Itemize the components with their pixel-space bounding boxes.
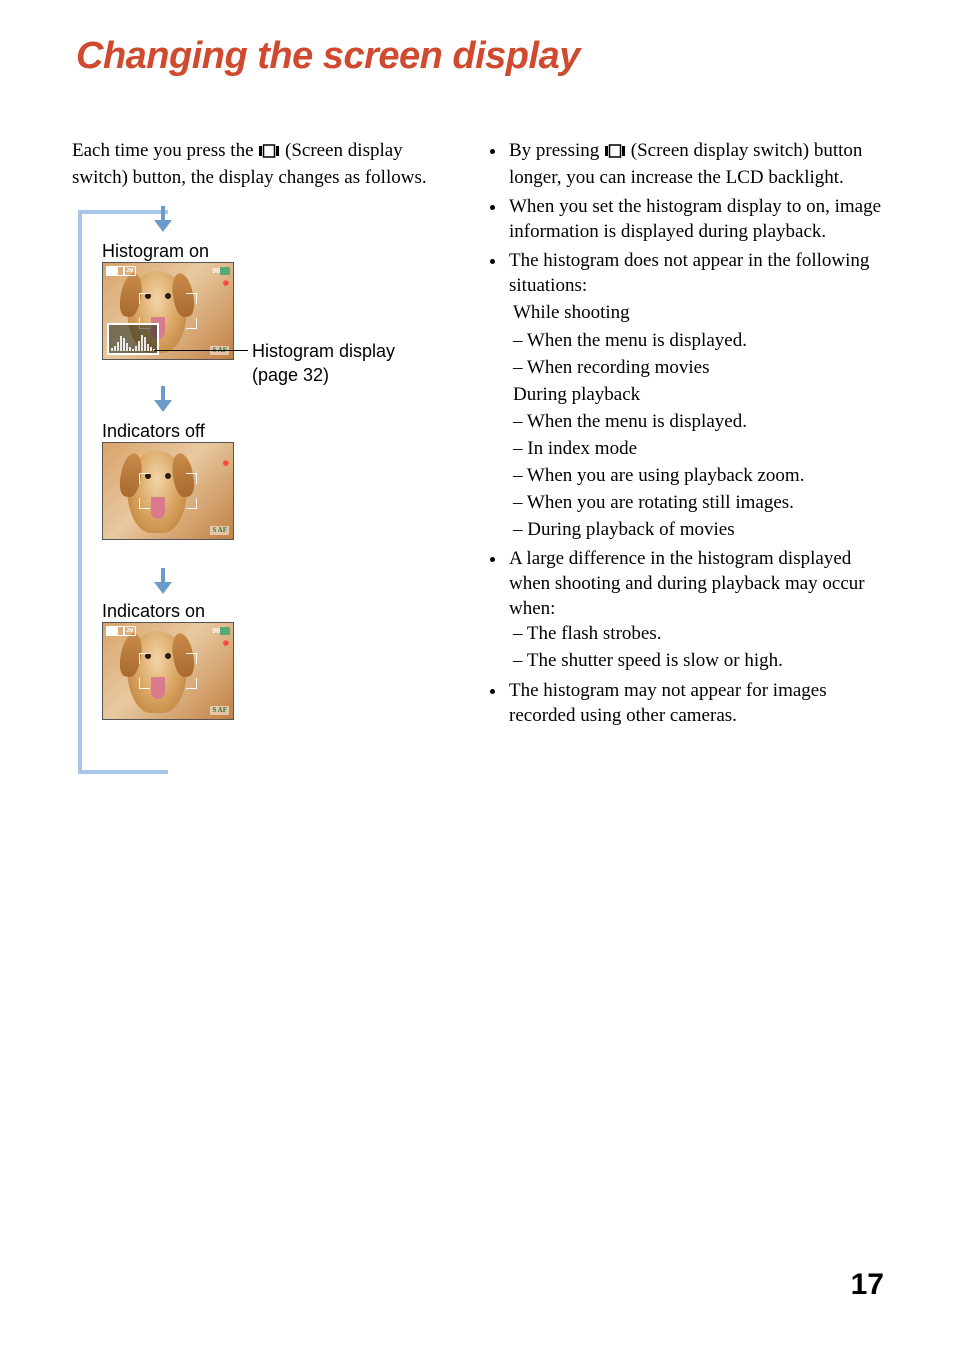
- label-histogram-on: Histogram on: [102, 240, 209, 264]
- saf-indicator: S AF: [210, 526, 229, 535]
- image-size-icon: 2M: [124, 626, 136, 636]
- subhead-while-shooting: While shooting: [513, 300, 882, 325]
- memory-card-icon: [220, 627, 230, 635]
- annotation-line1: Histogram display: [252, 340, 395, 363]
- annotation-histogram-display: Histogram display (page 32): [252, 340, 395, 387]
- arrow-icon: [148, 566, 178, 596]
- subhead-during-playback: During playback: [513, 382, 882, 407]
- shots-remaining: 96: [212, 267, 220, 276]
- intro-text-1: Each time you press the: [72, 140, 258, 161]
- left-column: Each time you press the (Screen display …: [72, 138, 463, 790]
- image-size-icon: 2M: [124, 266, 136, 276]
- shots-remaining: 96: [212, 627, 220, 636]
- cycle-bottom-bar: [78, 770, 168, 774]
- redeye-icon: ◉: [223, 279, 229, 288]
- saf-indicator: S AF: [210, 706, 229, 715]
- note-histogram-situations: The histogram does not appear in the fol…: [507, 248, 882, 542]
- dash-item: When you are rotating still images.: [527, 490, 882, 515]
- dash-item: During playback of movies: [527, 517, 882, 542]
- note-text: A large difference in the histogram disp…: [509, 548, 865, 619]
- dash-item: When you are using playback zoom.: [527, 463, 882, 488]
- note-other-cameras: The histogram may not appear for images …: [507, 678, 882, 728]
- redeye-icon: ◉: [223, 639, 229, 648]
- dash-item: When the menu is displayed.: [527, 409, 882, 434]
- dash-item: The flash strobes.: [527, 621, 882, 646]
- manual-page: Changing the screen display Each time yo…: [0, 0, 954, 1357]
- arrow-icon: [148, 384, 178, 414]
- right-column: By pressing (Screen display switch) butt…: [491, 138, 882, 790]
- redeye-icon: ◉: [223, 459, 229, 468]
- thumb-indicators-on: 2M 96 ◉ S AF: [102, 622, 234, 720]
- content-columns: Each time you press the (Screen display …: [72, 138, 882, 790]
- arrow-icon: [148, 204, 178, 234]
- page-title: Changing the screen display: [72, 35, 882, 78]
- dash-item: When recording movies: [527, 355, 882, 380]
- note-text: The histogram does not appear in the fol…: [509, 250, 869, 296]
- thumb-indicators-off: ◉ S AF: [102, 442, 234, 540]
- note-text: By pressing: [509, 140, 604, 161]
- intro-paragraph: Each time you press the (Screen display …: [72, 138, 463, 190]
- label-indicators-off: Indicators off: [102, 420, 205, 444]
- page-number: 17: [851, 1268, 884, 1302]
- note-histogram-difference: A large difference in the histogram disp…: [507, 546, 882, 673]
- display-switch-icon: [604, 140, 626, 165]
- cycle-side-bar: [78, 210, 82, 770]
- thumb-histogram-on: 2M 96 ◉ S AF: [102, 262, 234, 360]
- annotation-line2: (page 32): [252, 364, 395, 387]
- dash-item: In index mode: [527, 436, 882, 461]
- display-switch-icon: [258, 140, 280, 165]
- battery-icon: [106, 626, 124, 636]
- dash-item: When the menu is displayed.: [527, 328, 882, 353]
- display-cycle-diagram: Histogram on 2M 96 ◉: [72, 200, 463, 790]
- dash-item: The shutter speed is slow or high.: [527, 648, 882, 673]
- note-histogram-playback: When you set the histogram display to on…: [507, 194, 882, 244]
- memory-card-icon: [220, 267, 230, 275]
- note-backlight: By pressing (Screen display switch) butt…: [507, 138, 882, 190]
- notes-list: By pressing (Screen display switch) butt…: [491, 138, 882, 728]
- histogram-overlay: [107, 323, 159, 355]
- annotation-leader-line: [154, 350, 248, 351]
- label-indicators-on: Indicators on: [102, 600, 205, 624]
- battery-icon: [106, 266, 124, 276]
